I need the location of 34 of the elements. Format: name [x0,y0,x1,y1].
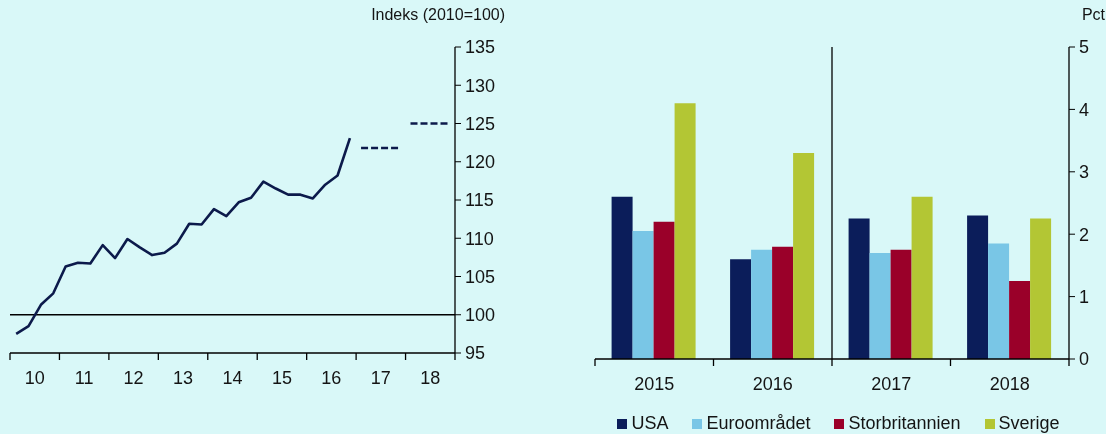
y-tick-label: 2 [1079,224,1090,245]
y-tick-label: 115 [465,190,494,211]
y-axis-title: Pct [1081,6,1105,24]
x-tick-label: 10 [24,368,45,388]
x-tick-label: 2016 [752,374,793,394]
legend-label: Storbritannien [848,413,961,433]
y-tick-label: 120 [465,152,496,173]
x-tick-label: 13 [173,368,194,388]
x-tick-label: 2017 [871,374,912,394]
y-tick-label: 0 [1079,349,1090,370]
y-tick-label: 5 [1079,37,1090,58]
x-tick-label: 15 [271,368,292,388]
y-tick-label: 135 [465,37,496,58]
y-tick-label: 110 [465,228,494,249]
y-tick-label: 100 [465,305,496,326]
y-tick-label: 125 [465,113,496,134]
x-tick-label: 11 [74,368,94,388]
x-tick-label: 12 [123,368,144,388]
x-tick-label: 2018 [989,374,1030,394]
legend-label: Sverige [998,413,1060,433]
x-tick-label: 14 [222,368,243,388]
x-tick-label: 16 [321,368,342,388]
x-tick-label: 17 [370,368,391,388]
y-tick-label: 3 [1079,162,1090,183]
y-axis-title: Indeks (2010=100) [371,6,505,24]
legend-label: Euroområdet [706,413,811,433]
legend-label: USA [631,413,669,433]
y-tick-label: 105 [465,266,496,287]
y-tick-label: 95 [465,343,486,364]
y-tick-label: 1 [1079,287,1090,308]
y-tick-label: 4 [1079,99,1090,120]
x-tick-label: 18 [420,368,441,388]
x-tick-label: 2015 [634,374,675,394]
y-tick-label: 130 [465,75,496,96]
